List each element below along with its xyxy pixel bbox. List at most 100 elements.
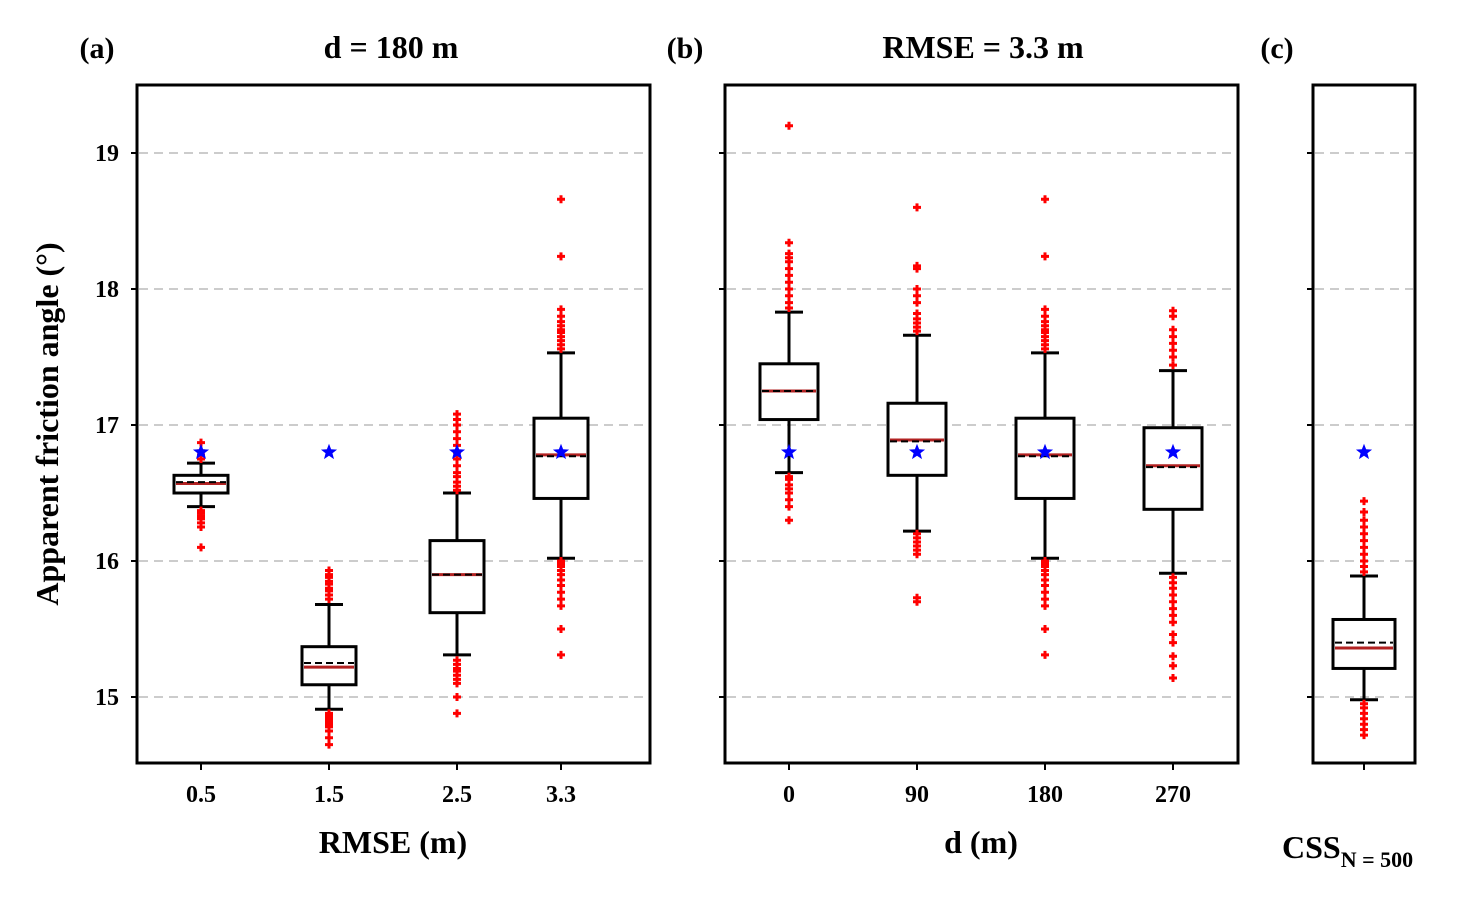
outlier-point <box>325 740 333 749</box>
outlier-point <box>1169 673 1177 682</box>
outlier-point <box>785 495 793 504</box>
panel-c: (c) CSSN = 500 <box>1260 32 1417 872</box>
panel-a-boxes <box>172 195 590 749</box>
outlier-point <box>785 516 793 525</box>
panel-b-x-tick-label-1: 90 <box>905 782 929 808</box>
outlier-point <box>325 709 333 718</box>
outlier-point <box>557 312 565 321</box>
outlier-point <box>453 468 461 477</box>
outlier-point <box>325 566 333 575</box>
outlier-point <box>785 249 793 258</box>
reference-star-icon <box>1355 443 1373 460</box>
panel-b-x-axis-label: d (m) <box>944 824 1018 860</box>
outlier-point <box>913 529 921 538</box>
outlier-point <box>913 291 921 300</box>
panel-b-box-3 <box>1142 306 1204 682</box>
outlier-point <box>785 238 793 247</box>
iqr-box <box>532 416 590 500</box>
outlier-point <box>1041 601 1049 610</box>
outlier-point <box>1041 557 1049 565</box>
panel-a-title: d = 180 m <box>324 29 459 65</box>
outlier-point <box>1360 557 1368 565</box>
outlier-point <box>1360 536 1368 545</box>
outlier-point <box>1169 652 1177 661</box>
iqr-box <box>428 539 486 615</box>
outlier-point <box>1169 332 1177 341</box>
outlier-point <box>785 291 793 300</box>
panel-a: 15 16 17 18 19 0.5 1.5 2.5 3.3 (a) d = 180 m RMS… <box>29 29 652 860</box>
outlier-point <box>1169 325 1177 334</box>
outlier-point <box>785 472 793 481</box>
panel-c-boxes <box>1331 443 1397 740</box>
panel-c-x-axis-label: CSSN = 500 <box>1282 829 1413 872</box>
outlier-point <box>1169 661 1177 670</box>
outlier-point <box>1041 650 1049 659</box>
y-tick-label-19: 19 <box>95 141 119 167</box>
y-tick-label-18: 18 <box>95 277 119 303</box>
outlier-point <box>785 278 793 287</box>
outlier-point <box>1169 573 1177 582</box>
panel-c-label: (c) <box>1260 32 1293 65</box>
outlier-point <box>453 709 461 718</box>
iqr-box <box>1142 426 1204 511</box>
outlier-point <box>785 121 793 130</box>
panel-c-x-axis-label-subscript: N = 500 <box>1341 847 1413 872</box>
panel-c-box-0 <box>1331 443 1397 740</box>
panel-a-x-tick-label-0: 0.5 <box>186 782 216 808</box>
reference-star-icon <box>320 443 338 460</box>
panel-a-box-1 <box>300 443 358 749</box>
outlier-point <box>785 271 793 280</box>
reference-star-icon <box>780 443 798 460</box>
outlier-point <box>785 285 793 293</box>
panel-c-ticks <box>1307 152 1365 770</box>
outlier-point <box>557 650 565 659</box>
outlier-point <box>1169 361 1177 370</box>
outlier-point <box>453 427 461 436</box>
panel-b-label: (b) <box>667 32 704 65</box>
panel-c-x-axis-label-main: CSS <box>1282 829 1341 865</box>
outlier-point <box>557 195 565 204</box>
panel-b-x-tick-label-3: 270 <box>1155 782 1191 808</box>
outlier-point <box>1169 611 1177 620</box>
outlier-point <box>1360 497 1368 506</box>
reference-star-icon <box>448 443 466 460</box>
outlier-point <box>1169 618 1177 627</box>
outlier-point <box>1041 252 1049 261</box>
panel-b: 0 90 180 270 (b) RMSE = 3.3 m d (m) <box>667 29 1240 860</box>
panel-a-box-3 <box>532 195 590 659</box>
outlier-point <box>1041 588 1049 597</box>
outlier-point <box>913 203 921 212</box>
panel-a-x-tick-label-1: 1.5 <box>314 782 344 808</box>
panel-b-ticks: 0 90 180 270 <box>719 152 1191 808</box>
outlier-point <box>785 502 793 511</box>
outlier-point <box>453 693 461 701</box>
outlier-point <box>1169 353 1177 361</box>
reference-star-icon <box>192 443 210 460</box>
outlier-point <box>1041 305 1049 314</box>
outlier-point <box>1169 630 1177 639</box>
outlier-point <box>1041 625 1049 633</box>
panel-b-x-tick-label-2: 180 <box>1027 782 1063 808</box>
outlier-point <box>1360 508 1368 517</box>
outlier-point <box>453 410 461 419</box>
outlier-point <box>1169 339 1177 348</box>
outlier-point <box>453 461 461 470</box>
outlier-point <box>1041 595 1049 604</box>
outlier-point <box>325 733 333 742</box>
panel-b-box-0 <box>758 121 820 525</box>
outlier-point <box>785 264 793 273</box>
reference-star-icon <box>1164 443 1182 460</box>
outlier-point <box>1169 346 1177 355</box>
outlier-point <box>557 595 565 604</box>
outlier-point <box>557 305 565 314</box>
panel-b-grid <box>727 152 1236 698</box>
outlier-point <box>1169 638 1177 647</box>
outlier-point <box>785 298 793 307</box>
iqr-box <box>1014 416 1076 500</box>
outlier-point <box>1041 195 1049 204</box>
outlier-point <box>453 434 461 443</box>
outlier-point <box>913 309 921 318</box>
y-axis-label: Apparent friction angle (°) <box>29 242 65 605</box>
panel-a-x-tick-label-2: 2.5 <box>442 782 472 808</box>
